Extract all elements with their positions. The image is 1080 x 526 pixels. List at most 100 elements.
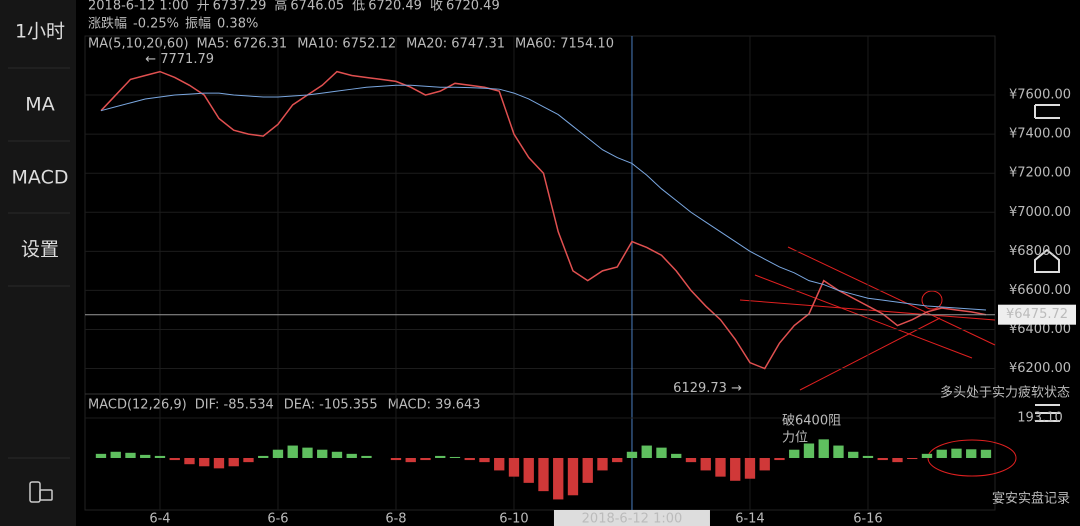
ohlc-label: 开	[197, 0, 210, 14]
macd-bar	[420, 457, 431, 461]
ohlc-value: 6737.29	[213, 0, 267, 14]
header-time: 2018-6-12 1:00	[88, 0, 189, 14]
y-tick-label: ¥6600.00	[1009, 283, 1071, 298]
macd-value: DIF: -85.534	[195, 398, 274, 413]
macd-bar	[287, 445, 298, 458]
macd-bar	[140, 454, 151, 458]
macd-bar	[435, 455, 446, 458]
header-stat: -0.25%	[133, 17, 179, 32]
macd-bar	[243, 457, 254, 463]
macd-bar	[612, 457, 623, 463]
header-icons[interactable]	[1034, 104, 1060, 422]
y-tick-label: ¥7200.00	[1009, 166, 1071, 181]
y-tick-label: 193.10	[1017, 410, 1063, 425]
macd-bar	[479, 457, 490, 463]
header-stat: 振幅	[185, 17, 211, 32]
macd-bar	[892, 457, 903, 463]
macd-bar	[980, 449, 992, 458]
macd-bar	[508, 457, 520, 477]
sidebar-item[interactable]: 设置	[21, 239, 59, 261]
macd-bar	[125, 452, 136, 458]
macd-bar	[951, 448, 962, 458]
macd-bar	[184, 457, 195, 465]
macd-bar	[553, 457, 564, 500]
header-stat: 涨跌幅	[88, 16, 127, 32]
ma-value: MA10: 6752.12	[297, 37, 396, 52]
note: 多头处于实力疲软状态	[940, 385, 1070, 401]
y-tick-label: ¥7000.00	[1009, 205, 1071, 220]
macd-value: MACD: 39.643	[388, 398, 481, 413]
sidebar-item[interactable]: MACD	[12, 167, 69, 189]
macd-bar	[199, 457, 210, 467]
macd-bar	[597, 457, 608, 471]
macd-bar	[449, 456, 461, 458]
macd-bar	[966, 449, 977, 458]
sidebar-item[interactable]: 1小时	[15, 21, 65, 43]
max-label: ← 7771.79	[145, 52, 214, 67]
y-tick-label: ¥6200.00	[1009, 361, 1071, 376]
macd-bar	[626, 451, 638, 458]
macd-bar	[538, 457, 549, 492]
macd-bar	[936, 449, 947, 458]
ohlc-label: 低	[352, 0, 365, 14]
macd-bar	[405, 457, 416, 463]
x-tick-label: 2018-6-12 1:00	[582, 512, 683, 526]
ma-value: MA5: 6726.31	[197, 37, 288, 52]
rotate-icon[interactable]	[29, 481, 53, 503]
macd-bar	[921, 453, 933, 458]
min-label: 6129.73 →	[673, 381, 742, 396]
watermark: 宴安实盘记录	[992, 491, 1070, 507]
macd-bar	[523, 457, 534, 483]
macd-bar	[656, 447, 667, 458]
ma-value: MA20: 6747.31	[406, 37, 505, 52]
current-price-box	[998, 304, 1076, 325]
macd-title: MACD(12,26,9)	[88, 398, 187, 413]
macd-bar	[789, 449, 800, 458]
x-tick-label: 6-10	[499, 512, 529, 526]
macd-bar	[907, 457, 918, 460]
macd-bar	[494, 457, 505, 471]
header-stat: 0.38%	[217, 17, 258, 32]
macd-bar	[744, 457, 756, 479]
crosshair-label-bg	[553, 510, 710, 526]
current-price-label: ¥6475.72	[1006, 307, 1068, 322]
macd-bar	[390, 457, 402, 461]
macd-bar	[331, 451, 343, 458]
note: 力位	[782, 431, 808, 446]
macd-bar	[833, 445, 844, 458]
ma-value: MA60: 7154.10	[515, 37, 614, 52]
sidebar-item[interactable]: MA	[25, 94, 54, 116]
macd-bar	[95, 453, 107, 458]
macd-bar	[346, 453, 357, 458]
macd-bar	[213, 457, 225, 469]
macd-bar	[317, 449, 328, 458]
macd-bar	[730, 457, 741, 481]
x-tick-label: 6-14	[735, 512, 765, 526]
macd-bar	[110, 451, 121, 458]
macd-bar	[302, 447, 313, 458]
ohlc-label: 收	[430, 0, 443, 14]
macd-bar	[582, 457, 593, 483]
x-tick-label: 6-16	[853, 512, 883, 526]
series-line	[100, 84, 987, 311]
macd-bar	[154, 455, 166, 458]
x-tick-label: 6-4	[149, 512, 170, 526]
chart-frame	[84, 35, 996, 511]
macd-bar	[272, 449, 284, 458]
x-tick-label: 6-8	[385, 512, 406, 526]
y-tick-label: ¥7600.00	[1009, 88, 1071, 103]
macd-bar	[759, 457, 770, 471]
macd-bar	[641, 445, 652, 458]
macd-bar	[464, 457, 475, 461]
macd-bar	[848, 451, 859, 458]
macd-bar	[567, 457, 579, 496]
sidebar	[0, 0, 76, 526]
ma-title: MA(5,10,20,60)	[88, 37, 189, 52]
macd-bar	[818, 439, 829, 458]
ohlc-value: 6746.05	[290, 0, 344, 14]
macd-bar	[774, 457, 785, 461]
y-tick-label: ¥6800.00	[1009, 244, 1071, 259]
x-tick-label: 6-6	[267, 512, 288, 526]
